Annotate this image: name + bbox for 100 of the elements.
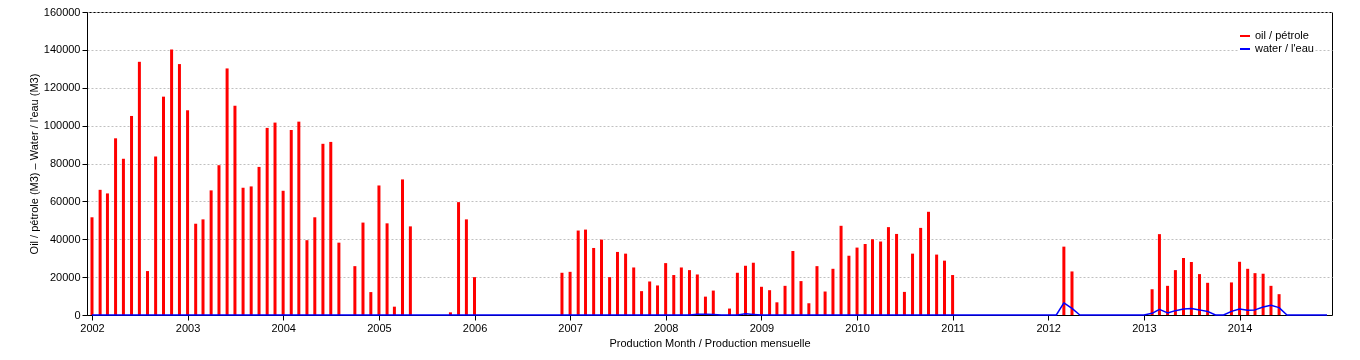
bar [137, 61, 141, 315]
bar [902, 291, 906, 315]
bar [592, 247, 596, 315]
bar [1253, 273, 1257, 315]
bar [146, 271, 150, 315]
bar [1261, 273, 1265, 315]
bar [241, 187, 245, 315]
bar [1150, 289, 1154, 315]
bar [807, 303, 811, 315]
bar [735, 272, 739, 315]
bar [1197, 274, 1201, 315]
bar [1173, 270, 1177, 315]
bar [194, 223, 198, 315]
bar [895, 233, 899, 315]
x-tick-label: 2003 [175, 321, 201, 334]
bar [656, 285, 660, 315]
bar [640, 291, 644, 315]
y-tick-label: 80000 [49, 157, 81, 169]
bar [560, 272, 564, 315]
bar [664, 263, 668, 315]
bar [847, 255, 851, 315]
bar [831, 268, 835, 315]
bar [632, 267, 636, 315]
bar [209, 190, 213, 315]
bar [305, 240, 309, 315]
y-tick-label: 40000 [49, 232, 81, 245]
bar [799, 281, 803, 315]
bar [385, 223, 389, 315]
bar [568, 271, 572, 315]
bar [1157, 234, 1161, 315]
bar [130, 115, 134, 315]
bar [1062, 246, 1066, 315]
bar [608, 277, 612, 315]
bar [775, 302, 779, 315]
x-tick-label: 2007 [558, 321, 583, 334]
bar [744, 265, 747, 315]
bar [297, 121, 301, 315]
x-tick-label: 2008 [653, 321, 679, 334]
bar [337, 242, 341, 315]
bar [265, 127, 269, 315]
bar [353, 266, 357, 315]
bar [679, 267, 683, 315]
bar [408, 226, 412, 315]
bar [935, 254, 939, 315]
bar [1206, 282, 1210, 315]
x-axis-title: Production Month / Production mensuelle [609, 336, 811, 349]
bar [823, 291, 827, 315]
bar [1182, 258, 1186, 315]
y-tick-label: 20000 [49, 270, 81, 283]
x-tick-label: 2014 [1227, 321, 1253, 334]
x-tick-label: 2012 [1036, 321, 1061, 334]
x-tick-label: 2004 [271, 321, 296, 334]
bar [600, 239, 603, 315]
bar [927, 211, 931, 315]
y-axis-title: Oil / pétrole (M3) – Water / l'eau (M3) [27, 73, 40, 255]
bar [90, 217, 94, 315]
bar [105, 193, 109, 315]
bar [751, 262, 755, 315]
bar [233, 105, 237, 315]
bar [321, 143, 325, 315]
bar [457, 202, 461, 315]
bar [225, 68, 229, 315]
bar [114, 138, 118, 315]
bar [177, 64, 181, 315]
bar [695, 274, 699, 315]
x-tick-label: 2002 [80, 321, 105, 334]
bar [121, 158, 125, 315]
bar [711, 290, 715, 315]
bar [942, 260, 946, 315]
bar [1246, 268, 1250, 315]
bar [281, 190, 285, 315]
bar [1070, 271, 1074, 315]
bar [615, 251, 619, 315]
x-tick-label: 2009 [749, 321, 775, 334]
y-tick-label: 100000 [43, 119, 81, 132]
bar [839, 225, 843, 315]
bar [154, 156, 158, 315]
y-tick-label: 60000 [49, 194, 81, 207]
bar [186, 110, 190, 315]
bar [624, 253, 628, 315]
bar [1189, 261, 1193, 315]
bar [870, 239, 874, 315]
bar [313, 217, 317, 315]
bar [879, 241, 883, 315]
x-tick-label: 2011 [941, 321, 965, 334]
bar [1238, 261, 1242, 315]
bar [783, 285, 787, 315]
bar [369, 292, 373, 315]
bar [473, 277, 477, 315]
y-tick-label: 120000 [43, 81, 81, 94]
bar [886, 227, 890, 315]
bar [273, 122, 277, 315]
bar [687, 270, 691, 315]
x-tick-label: 2005 [367, 321, 392, 334]
bar [217, 165, 221, 315]
bar [98, 189, 102, 315]
x-tick-label: 2013 [1132, 321, 1157, 334]
bar [401, 179, 405, 315]
bar [329, 141, 333, 315]
bar [464, 219, 468, 315]
